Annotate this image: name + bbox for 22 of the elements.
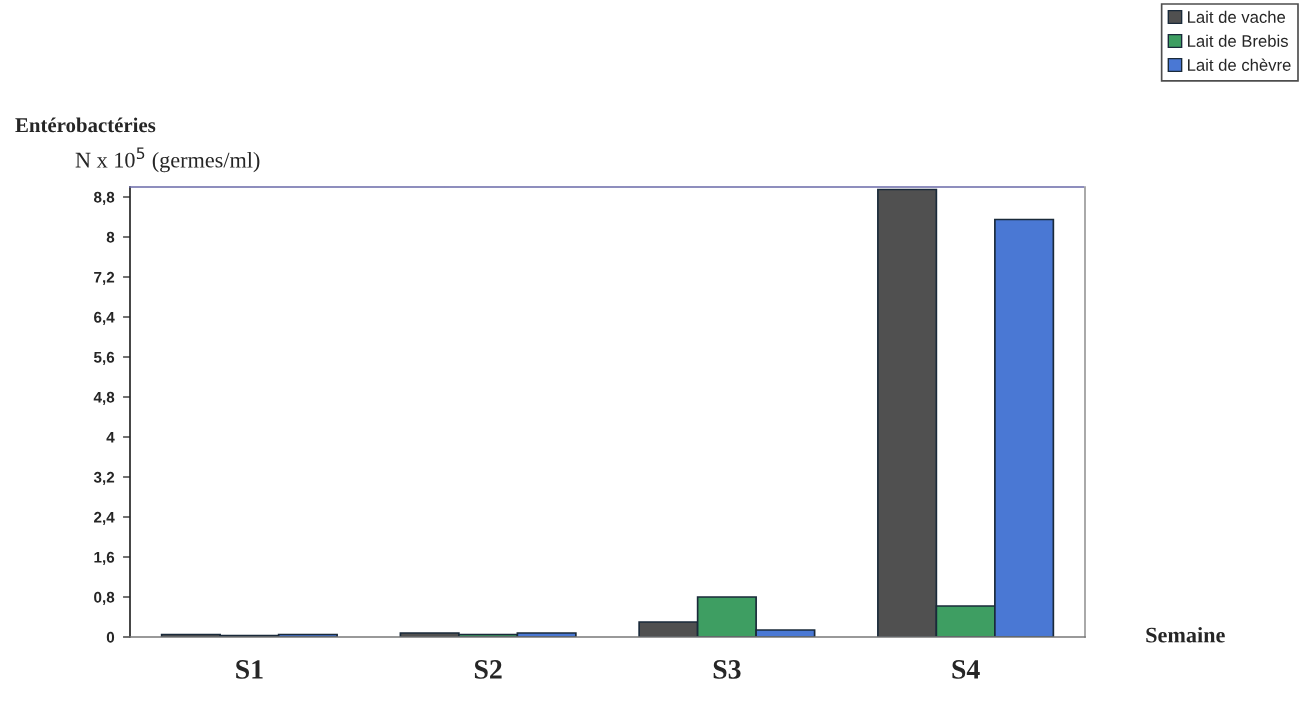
y-tick-label: 0	[106, 631, 115, 643]
y-tick-label: 4	[106, 432, 115, 443]
y-tick-label: 4,8	[93, 391, 115, 405]
y-tick-label: 5,6	[93, 351, 115, 365]
x-tick-label: S1	[236, 660, 263, 679]
y-tick-label: 1,6	[94, 551, 115, 565]
y-tick-label: 2,4	[94, 511, 115, 525]
legend-label: Lait de vache	[1188, 10, 1286, 23]
y-tick-label: 8	[106, 231, 115, 243]
y-tick-label: 0,8	[94, 591, 115, 605]
x-tick-label: S3	[713, 660, 741, 679]
y-tick-label: 6,4	[94, 311, 115, 325]
x-tick-label: S4	[952, 660, 980, 679]
chart-title: Entérobactéries	[15, 117, 156, 133]
y-tick-label: 3,2	[93, 471, 115, 485]
x-axis-title: Semaine	[1146, 626, 1225, 643]
y-tick-label: 7,2	[94, 271, 115, 285]
legend-label: Lait de chèvre	[1188, 58, 1291, 71]
y-tick-label: 8,8	[93, 191, 115, 205]
legend-label: Lait de Brebis	[1188, 34, 1288, 47]
x-tick-label: S2	[474, 660, 502, 679]
y-axis-title: N x 10$^{5}$ (germes/ml)	[75, 147, 260, 173]
